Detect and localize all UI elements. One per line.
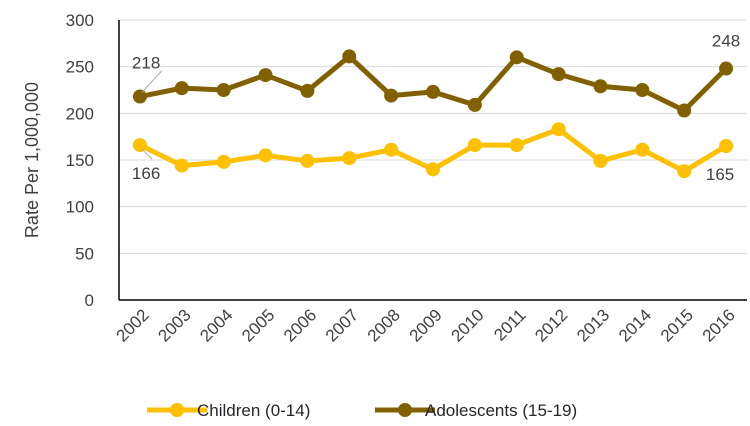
x-tick-label: 2002 — [113, 305, 153, 345]
series-1-point — [635, 83, 650, 97]
x-tick-label: 2015 — [657, 305, 697, 345]
x-tick-label: 2006 — [280, 305, 320, 345]
series-0-point — [509, 138, 524, 153]
x-tick-label: 2008 — [364, 305, 404, 345]
series-0-point — [384, 142, 399, 157]
x-tick-label: 2010 — [448, 305, 488, 345]
x-tick-label: 2014 — [615, 305, 655, 345]
x-tick-label: 2012 — [531, 305, 571, 345]
series-0-point — [593, 153, 608, 168]
y-tick-label: 300 — [66, 11, 94, 30]
x-tick-label: 2016 — [699, 305, 739, 345]
x-tick-labels: 2002 2003 2004 2005 2006 2007 2008 2009 2010 2011… — [113, 305, 739, 345]
y-tick-label: 200 — [66, 104, 94, 123]
y-tick-label: 150 — [66, 151, 94, 170]
series-1-point — [509, 50, 524, 65]
leader-line — [141, 70, 163, 93]
series-0-point — [342, 151, 357, 166]
series-0-point — [258, 148, 273, 163]
x-tick-label: 2004 — [196, 305, 236, 345]
leader-line — [141, 148, 153, 160]
data-labels: 218 248 166 165 — [132, 32, 740, 184]
data-label: 248 — [712, 32, 740, 51]
y-axis-label: Rate Per 1,000,000 — [22, 82, 42, 238]
legend-item-0: Children (0-14) — [147, 401, 310, 420]
series-group — [132, 49, 734, 179]
x-tick-label: 2011 — [490, 305, 529, 344]
series-1-point — [593, 79, 608, 94]
series-0-point — [635, 142, 650, 157]
series-1-point — [467, 97, 482, 112]
series-0-point — [677, 164, 692, 179]
series-1-point — [216, 83, 231, 97]
series-line-1 — [137, 53, 729, 114]
series-0-point — [719, 139, 734, 153]
series-1-point — [384, 88, 399, 103]
legend: Children (0-14) Adolescents (15-19) — [147, 401, 577, 420]
series-1-point — [342, 49, 357, 64]
axes — [118, 20, 747, 301]
x-tick-label: 2005 — [238, 305, 278, 345]
series-1-point — [426, 84, 440, 99]
legend-item-1: Adolescents (15-19) — [375, 401, 577, 420]
series-0-point — [551, 122, 566, 137]
series-1-point — [677, 103, 692, 118]
y-tick-labels: 0 50 100 150 200 250 300 — [66, 11, 94, 310]
data-label: 166 — [132, 164, 160, 183]
x-tick-label: 2009 — [406, 305, 446, 345]
series-1-point — [258, 68, 273, 83]
series-1-point — [174, 81, 189, 96]
data-label: 218 — [132, 54, 160, 73]
legend-label: Children (0-14) — [197, 401, 310, 420]
y-tick-label: 100 — [66, 198, 94, 217]
series-1-point — [300, 83, 315, 98]
series-0-point — [467, 138, 482, 153]
x-tick-label: 2003 — [154, 305, 194, 345]
series-0-point — [216, 154, 231, 169]
series-1-point — [551, 67, 566, 82]
y-tick-label: 50 — [75, 244, 94, 263]
series-1-point — [719, 61, 734, 76]
legend-swatch-marker — [398, 403, 412, 417]
legend-swatch-marker — [170, 403, 184, 417]
y-tick-label: 0 — [85, 291, 94, 310]
gridlines — [119, 19, 747, 254]
x-tick-label: 2013 — [573, 305, 613, 345]
series-0-point — [426, 162, 440, 177]
series-0-point — [174, 158, 189, 173]
x-tick-label: 2007 — [322, 305, 362, 345]
series-0-point — [300, 153, 315, 168]
series-0-point — [132, 138, 147, 153]
data-label: 165 — [706, 165, 734, 184]
legend-label: Adolescents (15-19) — [425, 401, 577, 420]
y-tick-label: 250 — [66, 58, 94, 77]
series-1-point — [132, 89, 147, 104]
